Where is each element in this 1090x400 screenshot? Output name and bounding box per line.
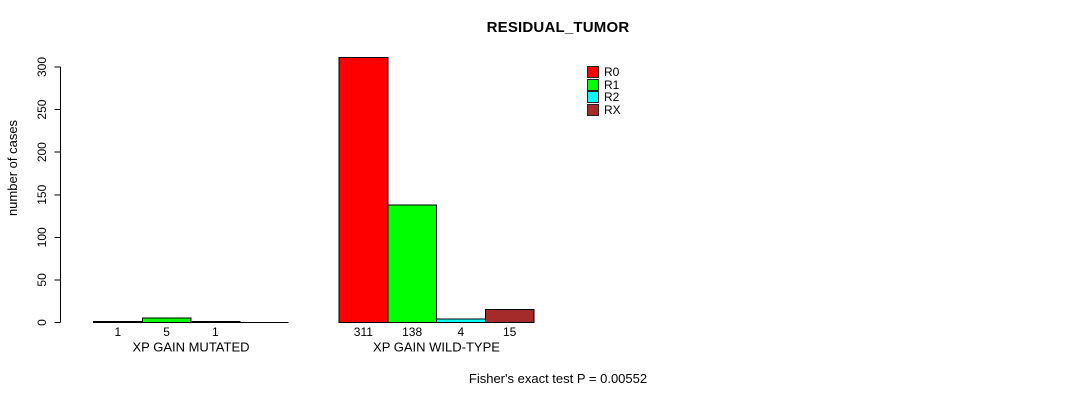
y-tick-label: 250: [35, 99, 49, 119]
bar-value-label: 15: [503, 325, 517, 339]
legend-item-r0: R0: [587, 66, 621, 79]
x-axis-category-label: XP GAIN WILD-TYPE: [373, 340, 500, 355]
bar-r1-group1: [141, 317, 192, 324]
legend-swatch-r1: [587, 78, 599, 91]
bar-rx-group2: [484, 309, 535, 324]
y-tick-label: 50: [35, 273, 49, 287]
legend-label: R1: [604, 77, 620, 92]
y-tick-label: 0: [35, 319, 49, 326]
legend-item-rx: RX: [587, 102, 621, 117]
y-tick-label: 100: [35, 227, 49, 247]
y-tick-label: 300: [35, 57, 49, 77]
legend-item-r1: R1: [587, 77, 621, 92]
fisher-test-annotation: Fisher's exact test P = 0.00552: [468, 371, 648, 386]
legend-label: RX: [604, 102, 621, 117]
legend-swatch-rx: [587, 103, 599, 116]
bar-r0-group1: [93, 321, 143, 324]
bar-r0-group2: [338, 57, 389, 324]
bar-value-label: 1: [212, 325, 219, 339]
y-axis-label: number of cases: [5, 119, 20, 216]
bar-value-label: 138: [402, 325, 422, 339]
bar-r1-group2: [387, 204, 437, 323]
legend: R0 R1 R2 RX: [587, 66, 621, 116]
y-tick-label: 150: [35, 184, 49, 204]
bar-value-label: 5: [163, 325, 170, 339]
bar-value-label: 4: [458, 325, 465, 339]
legend-label: R2: [604, 90, 620, 104]
bar-value-label: 311: [354, 325, 373, 339]
chart-title: RESIDUAL_TUMOR: [486, 19, 630, 36]
x-axis-category-label: XP GAIN MUTATED: [132, 340, 249, 355]
legend-label: R0: [604, 65, 620, 79]
y-tick-label: 200: [35, 142, 49, 162]
legend-swatch-r2: [587, 91, 599, 104]
legend-item-r2: R2: [587, 91, 621, 104]
bar-value-label: 1: [115, 325, 122, 339]
bar-r2-group1: [190, 321, 241, 324]
legend-swatch-r0: [587, 66, 599, 79]
bar-r2-group2: [436, 318, 486, 323]
